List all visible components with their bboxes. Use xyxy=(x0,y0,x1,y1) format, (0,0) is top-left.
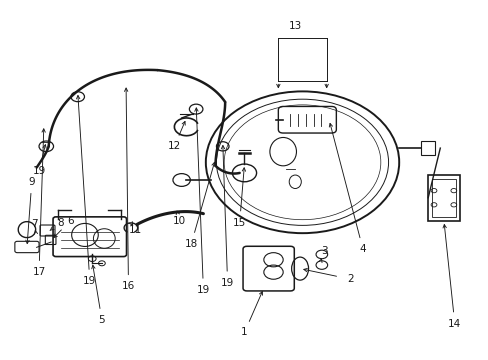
Bar xyxy=(420,141,435,155)
Text: 14: 14 xyxy=(447,319,461,329)
Text: 18: 18 xyxy=(184,239,198,249)
Text: 12: 12 xyxy=(167,141,181,151)
Text: 8: 8 xyxy=(58,217,64,228)
Text: 5: 5 xyxy=(99,315,105,325)
Text: 10: 10 xyxy=(172,216,185,226)
Text: 19: 19 xyxy=(83,276,96,286)
Text: 17: 17 xyxy=(32,267,45,277)
Text: 2: 2 xyxy=(347,274,353,284)
Text: 7: 7 xyxy=(31,219,38,229)
Text: 16: 16 xyxy=(122,281,135,291)
Text: 13: 13 xyxy=(288,21,301,31)
Text: 4: 4 xyxy=(359,244,366,254)
Text: 19: 19 xyxy=(221,278,234,288)
Text: 6: 6 xyxy=(67,216,74,226)
Text: 1: 1 xyxy=(241,327,247,337)
Text: 19: 19 xyxy=(32,166,45,176)
Text: 15: 15 xyxy=(233,217,246,228)
Text: 3: 3 xyxy=(320,246,327,256)
Bar xyxy=(427,175,459,221)
Bar xyxy=(431,179,455,216)
Text: 19: 19 xyxy=(196,285,210,295)
Text: 11: 11 xyxy=(129,225,142,235)
Text: 9: 9 xyxy=(28,177,35,187)
